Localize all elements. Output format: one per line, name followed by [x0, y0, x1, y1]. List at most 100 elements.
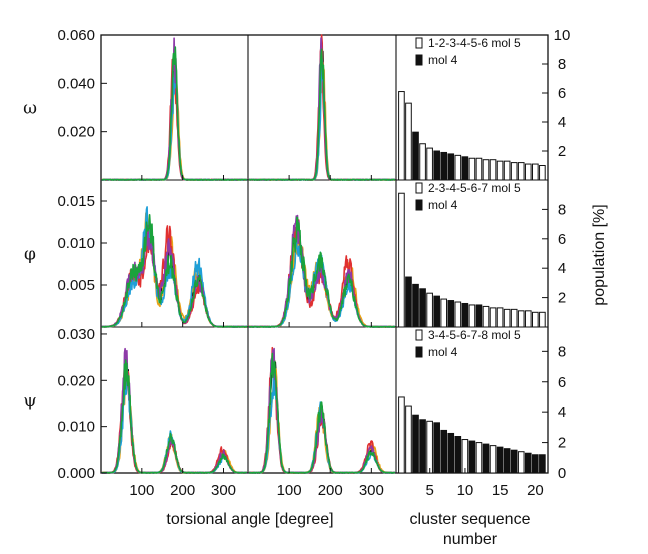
population-bar — [440, 298, 448, 328]
density-series-line — [248, 48, 396, 181]
y-tick-label: 0.005 — [57, 277, 95, 294]
y-tick-label: 0.010 — [57, 235, 95, 252]
y-tick-label: 0.020 — [57, 372, 95, 389]
population-bar — [461, 156, 469, 181]
bar-y-tick-label: 4 — [558, 404, 566, 421]
density-series-line — [248, 214, 396, 328]
bar-y-tick-label: 2 — [558, 143, 566, 160]
legend-swatch-mol5 — [415, 182, 423, 194]
population-bar — [517, 451, 525, 474]
y-tick-label: 0.010 — [57, 419, 95, 436]
bar-y-tick-label: 4 — [558, 260, 566, 277]
outer-frame — [100, 34, 549, 474]
bar-x-tick-label: 10 — [457, 482, 474, 499]
population-bar — [468, 440, 476, 474]
left-xlabel: torsional angle [degree] — [166, 511, 333, 528]
bar-y-tick-label: 6 — [558, 231, 566, 248]
population-bar — [468, 157, 476, 181]
tick-layer: ω 0.020 0.040 0.060 2 4 6 8 10 φ 0.005 0.010 0.015 2 4… — [23, 27, 570, 499]
row-label: ψ — [23, 391, 36, 411]
population-bar — [539, 165, 546, 181]
population-bar — [475, 304, 483, 328]
bar-y-tick-label: 6 — [558, 85, 566, 102]
density-series-line — [101, 359, 248, 474]
population-bar — [419, 288, 426, 328]
x-tick-label: 200 — [318, 482, 343, 499]
population-bar — [426, 292, 433, 328]
population-bar — [412, 414, 419, 474]
population-bar — [489, 445, 497, 474]
population-bar — [496, 307, 504, 328]
population-bar — [489, 307, 497, 328]
population-bar — [517, 162, 525, 181]
y-tick-label: 0.000 — [57, 465, 95, 482]
population-bar — [412, 131, 419, 181]
bar-y-tick-label: 2 — [558, 290, 566, 307]
bar-y-tick-label: 8 — [558, 343, 566, 360]
bar-x-tick-label: 5 — [426, 482, 434, 499]
bar-y-tick-label: 4 — [558, 114, 566, 131]
population-bar — [475, 442, 483, 474]
population-bar — [398, 192, 405, 328]
density-series-line — [248, 59, 396, 181]
legend-label-mol5: 3-4-5-6-7-8 mol 5 — [428, 328, 521, 342]
right-xlabel-line1: cluster sequence — [410, 511, 531, 528]
legend-swatch-mol5 — [415, 329, 423, 341]
legend-label-mol5: 2-3-4-5-6-7 mol 5 — [428, 181, 521, 195]
bar-y-tick-label: 8 — [558, 56, 566, 73]
legend-label-mol4: mol 4 — [428, 198, 458, 212]
population-bar — [454, 301, 462, 328]
x-tick-label: 300 — [211, 482, 236, 499]
population-bar — [510, 162, 518, 181]
right-xlabel-line2: number — [443, 531, 498, 548]
population-bar — [517, 310, 525, 328]
population-bar — [468, 304, 476, 328]
bar-x-tick-label: 15 — [492, 482, 509, 499]
density-series-line — [248, 216, 396, 328]
population-bar — [419, 143, 426, 181]
population-bar — [539, 311, 546, 328]
density-series-line — [248, 352, 396, 474]
y-tick-label: 0.040 — [57, 75, 95, 92]
density-series-line — [101, 67, 248, 181]
population-bar — [440, 429, 448, 474]
bar-y-tick-label: 2 — [558, 435, 566, 452]
population-bar — [539, 454, 546, 474]
y-tick-label: 0.015 — [57, 193, 95, 210]
population-bar — [426, 147, 433, 181]
right-ylabel: population [%] — [591, 204, 608, 305]
legend-label-mol4: mol 4 — [428, 345, 458, 359]
y-tick-label: 0.030 — [57, 326, 95, 343]
population-bar — [405, 276, 412, 328]
legend-label-mol4: mol 4 — [428, 53, 458, 67]
population-bar — [405, 405, 412, 474]
population-bar — [433, 150, 440, 181]
legend-swatch-mol4 — [415, 346, 423, 358]
row-label: ω — [23, 99, 37, 119]
population-bar — [475, 157, 483, 181]
population-bar — [489, 159, 497, 181]
population-bar — [412, 283, 419, 328]
population-bar — [433, 422, 440, 474]
population-bar — [398, 91, 405, 181]
population-bar — [461, 439, 469, 474]
population-bar — [447, 300, 455, 328]
population-bar — [419, 419, 426, 474]
population-bar — [524, 452, 532, 474]
population-bar — [503, 160, 511, 181]
population-bar — [461, 302, 469, 328]
population-bar — [496, 160, 504, 181]
population-bar — [532, 163, 539, 181]
population-bar — [510, 449, 518, 474]
population-bar — [524, 163, 532, 181]
population-bar — [482, 305, 490, 328]
population-bar — [405, 102, 412, 181]
y-tick-label: 0.060 — [57, 27, 95, 44]
x-tick-label: 100 — [277, 482, 302, 499]
bar-y-tick-label: 6 — [558, 374, 566, 391]
bar-y-tick-label: 0 — [558, 465, 566, 482]
x-tick-label: 200 — [170, 482, 195, 499]
population-bar — [454, 154, 462, 181]
bar-y-tick-label: 10 — [554, 27, 571, 44]
